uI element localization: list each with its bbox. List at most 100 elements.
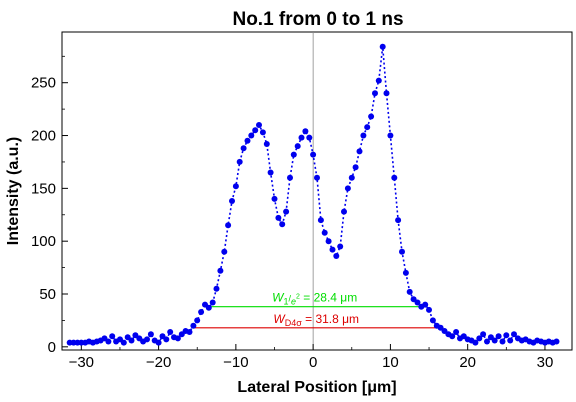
x-axis-label: Lateral Position [μm] [237,379,396,396]
data-point [422,301,429,308]
data-point [167,329,174,335]
data-point [426,306,432,313]
x-tick-label: 0 [309,354,317,371]
data-point [190,322,197,329]
x-tick-label: 30 [537,354,554,371]
data-point [507,337,514,344]
data-point [472,339,479,346]
anno-1-main: W [272,291,285,305]
data-point [298,134,305,141]
data-point [348,174,355,181]
y-tick-label: 150 [31,180,56,197]
data-point [553,338,560,345]
y-axis: 0 50 100 150 200 250 [31,55,68,356]
y-tick-label: 250 [31,75,56,92]
data-point [399,248,405,255]
x-tick-label: −20 [146,354,171,371]
anno-2-main: W [273,312,286,326]
data-point [383,90,390,97]
data-point [337,243,344,250]
data-point [317,217,324,224]
x-tick-label: −30 [69,354,94,371]
data-point [503,332,510,339]
data-point [387,132,394,139]
data-point [333,253,340,259]
data-point [225,222,232,229]
data-point [429,317,436,324]
y-tick-label: 50 [39,286,56,303]
annotation-width-d4s: WD4σ = 31.8 μm [273,312,359,328]
data-point [186,329,193,335]
data-point [449,333,456,340]
anno-1-sub: 1 [283,297,288,307]
data-point [109,333,116,340]
plot-frame [61,31,573,351]
y-tick-label: 200 [31,128,56,145]
y-axis-label: Intensity (a.u.) [5,137,22,245]
data-point [287,174,293,181]
data-point [511,331,517,338]
anno-2-value: = 31.8 μm [302,312,359,326]
data-point [263,141,270,147]
data-point [267,169,274,176]
data-point [414,299,421,306]
data-point [306,134,313,141]
data-point [198,309,205,315]
anno-1-sup: 2 [296,294,300,301]
data-point [155,339,162,346]
data-point [344,185,351,192]
chart-title: No.1 from 0 to 1 ns [232,9,403,30]
x-axis: −30 −20 −10 0 10 20 30 [69,344,554,371]
data-point [314,174,320,181]
data-point [391,174,398,181]
data-point [294,143,301,150]
data-point [174,335,181,342]
data-point [491,337,498,344]
data-point [194,317,201,324]
anno-1-value: = 28.4 μm [300,291,357,305]
data-point [395,217,402,224]
anno-2-sub: D4σ [285,318,303,328]
data-point [453,329,460,335]
data-point [147,331,154,338]
data-point [495,333,502,340]
y-tick-label: 100 [31,233,56,250]
data-point [221,248,228,255]
data-point [283,208,290,215]
data-point [213,285,220,292]
data-point [484,338,490,345]
x-tick-label: 20 [459,354,476,371]
data-point [368,113,375,120]
data-point [364,124,371,131]
anno-1-e: e [291,297,296,307]
data-point [321,229,328,236]
data-point [244,137,251,144]
data-point [275,214,282,221]
data-point [310,151,317,158]
data-point [144,336,150,343]
data-point [379,43,386,50]
data-point [128,337,135,344]
data-point [217,267,224,274]
data-point [476,335,483,342]
data-point [259,129,266,136]
data-point [163,336,170,343]
data-point [205,304,212,311]
anno-1-slash: / [288,294,291,304]
data-point [341,208,347,215]
y-tick-label: 0 [48,339,56,356]
data-point [232,183,239,190]
annotation-width-1e2: W1/e2 = 28.4 μm [272,291,357,307]
data-point [248,132,255,139]
x-tick-label: −10 [223,354,248,371]
data-point [120,339,127,346]
x-tick-label: 10 [382,354,399,371]
data-point [271,195,278,202]
annotation-lines [193,306,440,329]
data-point [352,164,359,171]
data-point [209,299,216,306]
data-point [402,269,409,276]
data-point [375,77,382,84]
data-points [66,43,560,346]
